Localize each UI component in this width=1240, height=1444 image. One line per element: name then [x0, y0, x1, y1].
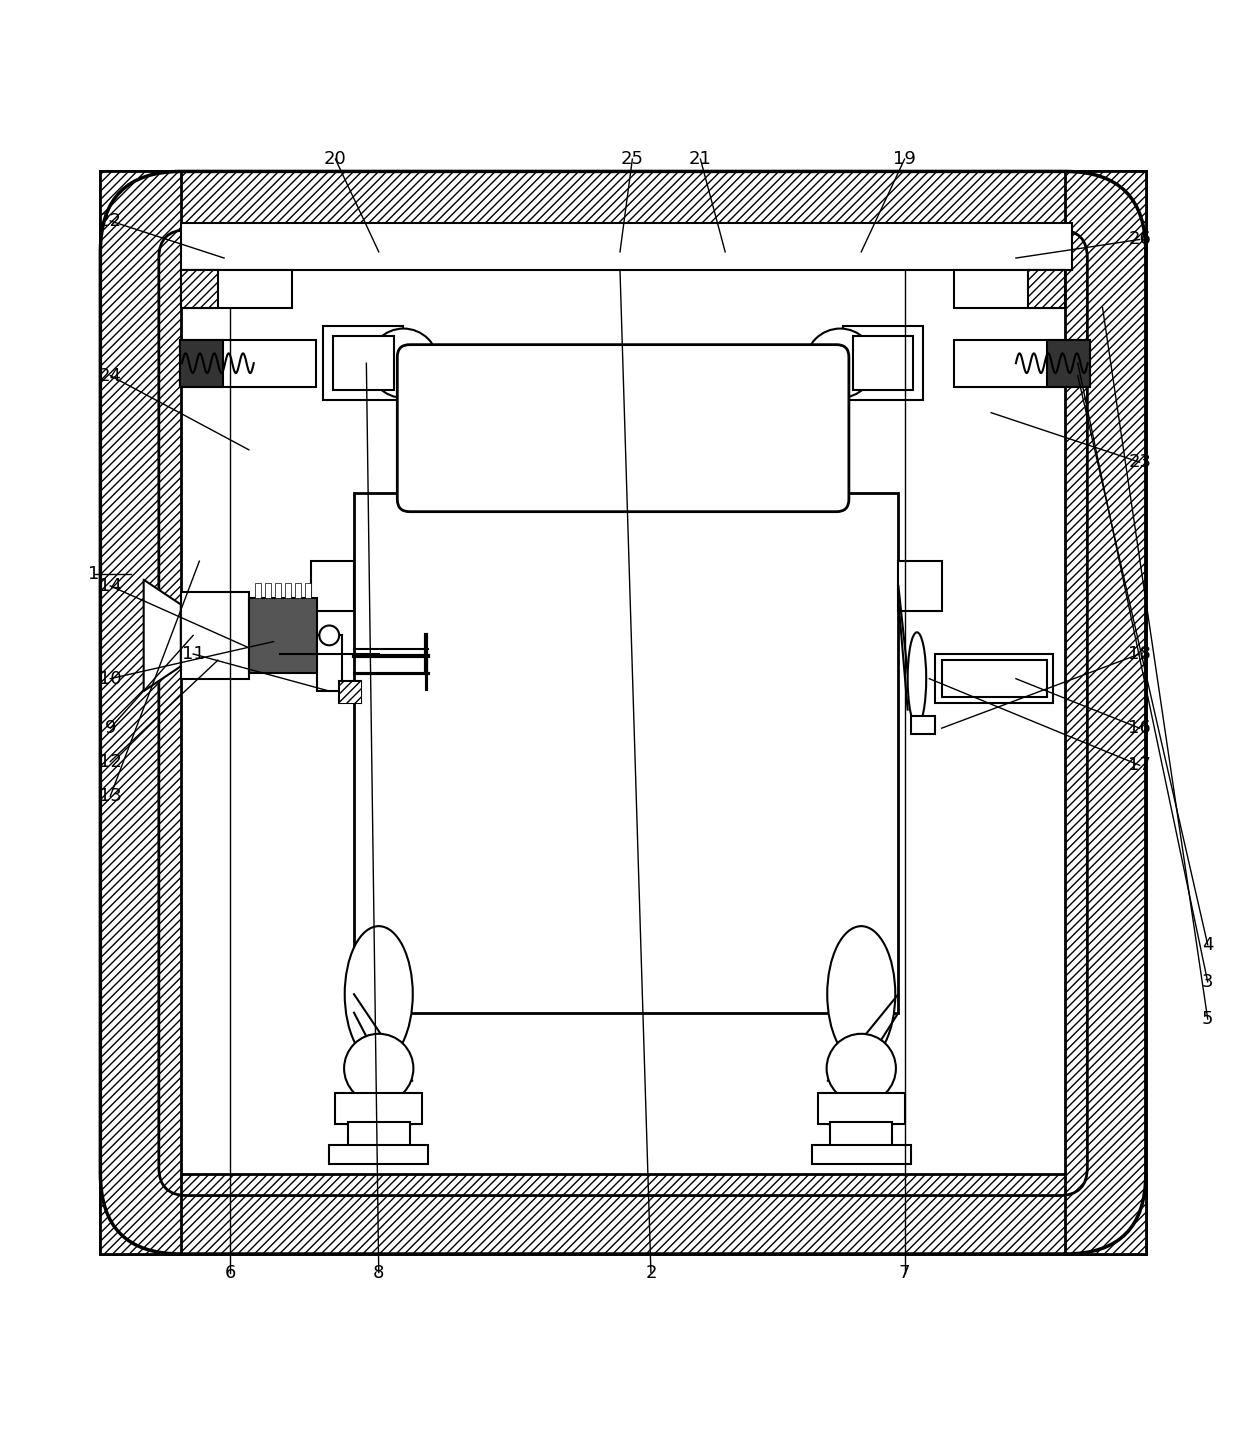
Circle shape	[320, 625, 340, 645]
Circle shape	[806, 329, 875, 399]
Bar	[100, 1174, 1146, 1253]
Bar	[347, 1122, 409, 1149]
Bar	[898, 562, 941, 611]
Bar	[255, 583, 262, 598]
Bar	[265, 583, 272, 598]
Bar	[831, 1122, 893, 1149]
Bar	[353, 492, 898, 1012]
Ellipse shape	[345, 926, 413, 1063]
Circle shape	[368, 329, 438, 399]
Text: 17: 17	[1128, 757, 1151, 774]
Ellipse shape	[908, 632, 926, 725]
Circle shape	[343, 1034, 413, 1103]
Bar	[181, 224, 1071, 270]
Bar	[100, 172, 1146, 251]
Bar	[954, 339, 1090, 387]
Text: 1: 1	[88, 565, 100, 582]
Circle shape	[827, 1034, 897, 1103]
Bar	[818, 1093, 904, 1123]
Text: 13: 13	[99, 787, 122, 806]
Text: 5: 5	[1202, 1009, 1214, 1028]
Text: 7: 7	[899, 1264, 910, 1282]
Bar	[340, 682, 361, 703]
Bar	[295, 583, 301, 598]
Bar	[180, 339, 316, 387]
Bar	[935, 654, 1053, 703]
Text: 11: 11	[182, 645, 205, 663]
Bar	[1065, 172, 1146, 1253]
Bar	[100, 172, 181, 1253]
Text: 4: 4	[1202, 936, 1214, 953]
Bar	[317, 635, 342, 692]
Bar	[910, 716, 935, 735]
Text: 21: 21	[689, 150, 712, 168]
FancyBboxPatch shape	[397, 345, 849, 511]
Polygon shape	[144, 579, 181, 692]
Text: 23: 23	[1128, 453, 1151, 471]
Bar	[249, 598, 317, 673]
Text: 19: 19	[893, 150, 916, 168]
Bar	[1028, 270, 1065, 308]
Text: 24: 24	[99, 367, 122, 384]
Text: 10: 10	[99, 670, 122, 687]
Bar	[181, 592, 249, 679]
Bar	[334, 336, 393, 390]
Bar	[324, 326, 403, 400]
Bar	[843, 326, 923, 400]
Text: 9: 9	[104, 719, 117, 738]
Bar	[812, 1145, 910, 1164]
Text: 26: 26	[1128, 231, 1151, 248]
Text: 6: 6	[224, 1264, 236, 1282]
Bar	[275, 583, 281, 598]
Bar	[330, 1145, 428, 1164]
Bar	[181, 251, 1065, 1174]
Text: 3: 3	[1202, 973, 1214, 991]
Bar	[181, 270, 293, 308]
Ellipse shape	[827, 926, 895, 1063]
Text: 8: 8	[373, 1264, 384, 1282]
Text: 16: 16	[1128, 719, 1151, 738]
Bar	[311, 562, 353, 611]
Bar	[340, 682, 361, 703]
Text: 2: 2	[645, 1264, 657, 1282]
Bar	[336, 1093, 422, 1123]
Bar	[180, 339, 223, 387]
Text: 20: 20	[324, 150, 347, 168]
Bar	[1047, 339, 1090, 387]
Bar	[853, 336, 913, 390]
Bar	[181, 270, 218, 308]
Bar	[954, 270, 1065, 308]
Text: 25: 25	[621, 150, 644, 168]
Bar	[941, 660, 1047, 697]
Bar	[285, 583, 291, 598]
Text: 22: 22	[99, 212, 122, 230]
Text: 18: 18	[1128, 645, 1151, 663]
Bar	[305, 583, 311, 598]
Text: 12: 12	[99, 752, 122, 771]
Text: 14: 14	[99, 578, 122, 595]
